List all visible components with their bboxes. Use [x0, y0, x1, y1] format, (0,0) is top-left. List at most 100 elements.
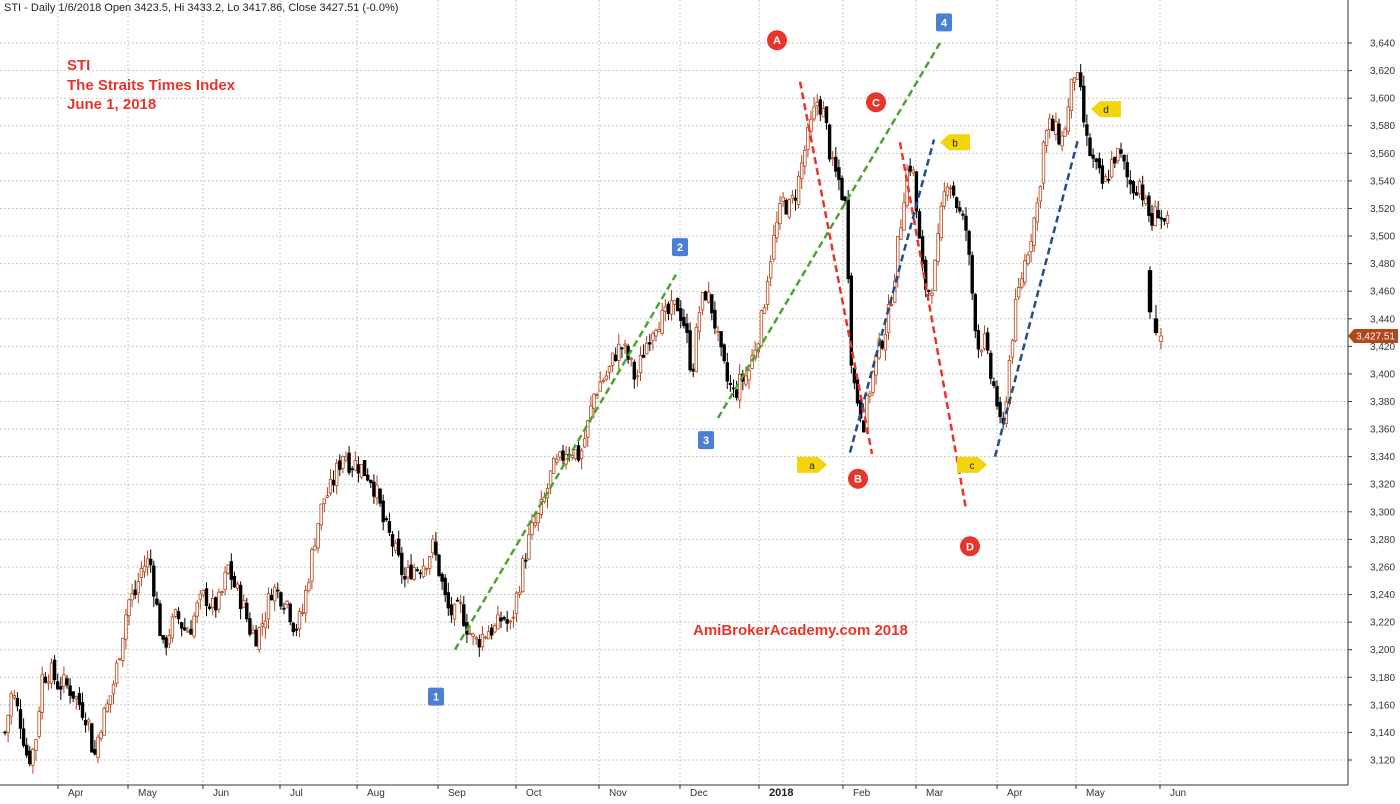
candle-down [462, 604, 466, 626]
wave-label-a: a [809, 461, 815, 472]
candle-down [1125, 162, 1129, 178]
candle-up [1103, 176, 1108, 182]
y-tick-label: 3,500 [1370, 232, 1395, 243]
candle-up [716, 330, 720, 333]
candle-down [338, 460, 342, 470]
candle-down [1085, 124, 1089, 136]
candle-up [310, 549, 314, 582]
candle-down [56, 681, 60, 690]
candle-down [68, 685, 72, 696]
candle-down [93, 749, 97, 755]
candle-up [493, 625, 497, 633]
candle-up [508, 620, 512, 623]
candle-up [226, 564, 230, 574]
candle-up [359, 464, 364, 478]
y-tick-label: 3,540 [1370, 176, 1395, 187]
candle-down [725, 362, 729, 382]
candle-up [136, 581, 140, 594]
candle-up [1072, 77, 1077, 83]
x-tick-label-apr: Apr [1007, 788, 1023, 799]
candle-down [958, 207, 962, 212]
candle-up [787, 198, 791, 218]
candle-up [471, 633, 475, 637]
candle-up [933, 259, 937, 292]
y-tick-label: 3,440 [1370, 314, 1395, 325]
candle-down [155, 598, 159, 605]
candle-up [1165, 214, 1170, 224]
candle-down [1100, 165, 1105, 184]
candle-down [437, 554, 441, 576]
candle-down [1079, 72, 1083, 88]
wave-circle-A [767, 30, 787, 51]
candle-up [235, 583, 240, 589]
candle-down [793, 197, 798, 201]
y-tick-label: 3,640 [1370, 39, 1395, 50]
candle-down [133, 589, 137, 596]
candle-down [229, 561, 233, 580]
candle-down [434, 541, 438, 556]
candle-down [614, 354, 618, 361]
candle-up [1029, 241, 1033, 252]
candle-up [595, 394, 599, 397]
candle-up [263, 620, 268, 629]
candle-down [1156, 209, 1160, 219]
candle-up [598, 381, 602, 392]
candle-down [973, 294, 977, 332]
candle-up [930, 292, 934, 296]
wave-circle-D [960, 536, 980, 557]
candle-up [1158, 335, 1164, 342]
y-axis-ticks: 3,120 3,140 3,160 3,180 3,200 3,220 3,240 3,260… [1348, 39, 1395, 767]
candle-down [248, 618, 252, 635]
x-tick-label-feb: Feb [853, 788, 871, 799]
candle-up [555, 458, 559, 463]
candle-down [834, 156, 838, 172]
candle-up [707, 291, 711, 303]
wave-tag-b [940, 134, 970, 151]
candle-down [632, 361, 636, 380]
candle-up [99, 731, 103, 739]
candle-up [325, 495, 330, 498]
candle-down [1119, 149, 1123, 154]
candle-down [477, 639, 481, 648]
candle-up [663, 306, 667, 312]
candle-down [455, 599, 460, 602]
candle-down [502, 617, 506, 620]
y-tick-label: 3,200 [1370, 645, 1395, 656]
candle-down [365, 474, 370, 481]
wave-label-D: D [966, 541, 974, 553]
y-tick-label: 3,340 [1370, 452, 1395, 463]
y-tick-label: 3,520 [1370, 204, 1395, 215]
candle-down [703, 291, 708, 301]
candle-up [750, 355, 754, 370]
candle-up [474, 637, 478, 640]
candle-down [189, 628, 193, 635]
candle-down [362, 460, 367, 476]
candle-up [139, 567, 144, 578]
candle-up [979, 349, 984, 353]
wave-label-3: 3 [703, 435, 709, 447]
candle-down [415, 569, 419, 572]
candle-up [865, 395, 869, 433]
x-tick-label-dec: Dec [690, 788, 708, 799]
wave-label-b: b [952, 138, 958, 149]
candle-up [1075, 72, 1080, 80]
candle-up [868, 393, 872, 397]
candle-up [610, 352, 615, 366]
candle-up [1054, 121, 1058, 136]
candle-up [353, 460, 357, 471]
wave-label-1: 1 [433, 692, 439, 704]
wave-label-B: B [854, 474, 862, 486]
candle-down [734, 389, 739, 398]
candle-up [111, 683, 116, 695]
candle-down [52, 659, 57, 681]
candle-down [524, 559, 528, 562]
wave-label-4: 4 [941, 17, 948, 29]
candle-up [1137, 181, 1142, 195]
candle-up [334, 462, 339, 486]
candle-up [480, 633, 485, 648]
candle-down [995, 386, 999, 407]
candle-up [272, 586, 277, 602]
candle-up [62, 674, 66, 687]
y-tick-label: 3,620 [1370, 66, 1395, 77]
wave-tag-a [797, 456, 827, 473]
